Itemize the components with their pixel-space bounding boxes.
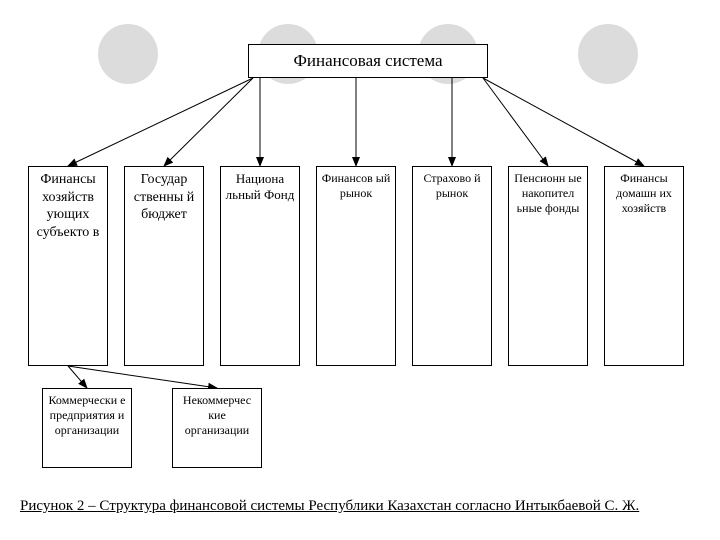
node-household-finance: Финансы домашн их хозяйств bbox=[604, 166, 684, 366]
bg-circle-4 bbox=[578, 24, 638, 84]
node-label: Национа льный Фонд bbox=[226, 171, 295, 202]
caption-text: Рисунок 2 – Структура финансовой системы… bbox=[20, 498, 639, 514]
node-pension-funds: Пенсионн ые накопител ьные фонды bbox=[508, 166, 588, 366]
bg-circle-1 bbox=[98, 24, 158, 84]
node-label: Финансов ый рынок bbox=[322, 171, 391, 200]
node-state-budget: Государ ственны й бюджет bbox=[124, 166, 204, 366]
node-label: Страхово й рынок bbox=[423, 171, 480, 200]
node-financial-market: Финансов ый рынок bbox=[316, 166, 396, 366]
node-commercial-orgs: Коммерчески е предприятия и организации bbox=[42, 388, 132, 468]
node-label: Некоммерчес кие организации bbox=[183, 393, 251, 437]
node-insurance-market: Страхово й рынок bbox=[412, 166, 492, 366]
node-noncommercial-orgs: Некоммерчес кие организации bbox=[172, 388, 262, 468]
node-label: Финансы хозяйств ующих субъекто в bbox=[37, 172, 100, 240]
node-national-fund: Национа льный Фонд bbox=[220, 166, 300, 366]
node-label: Коммерчески е предприятия и организации bbox=[49, 393, 126, 437]
root-label: Финансовая система bbox=[293, 51, 442, 70]
node-finances-entities: Финансы хозяйств ующих субъекто в bbox=[28, 166, 108, 366]
node-label: Государ ственны й бюджет bbox=[134, 172, 194, 222]
figure-caption: Рисунок 2 – Структура финансовой системы… bbox=[20, 498, 639, 515]
node-label: Финансы домашн их хозяйств bbox=[616, 171, 672, 215]
node-label: Пенсионн ые накопител ьные фонды bbox=[514, 171, 581, 215]
root-node: Финансовая система bbox=[248, 44, 488, 78]
